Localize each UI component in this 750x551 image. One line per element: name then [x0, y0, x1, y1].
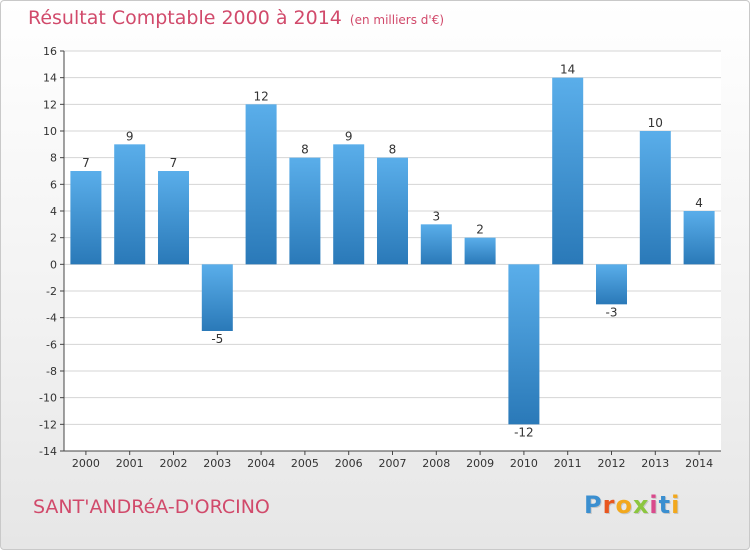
bar — [158, 171, 189, 265]
data-label: 3 — [432, 209, 440, 223]
bar — [333, 144, 365, 265]
y-tick-label: 0 — [50, 258, 57, 271]
y-tick-label: -4 — [46, 312, 57, 325]
x-tick-label: 2004 — [247, 457, 275, 470]
y-tick-label: 4 — [50, 205, 57, 218]
x-tick-label: 2005 — [291, 457, 319, 470]
data-label: 4 — [695, 196, 703, 210]
y-tick-label: 16 — [43, 45, 57, 58]
x-tick-label: 2007 — [379, 457, 407, 470]
x-tick-label: 2012 — [598, 457, 626, 470]
bar — [639, 131, 671, 265]
bar — [201, 264, 233, 331]
x-tick-label: 2014 — [685, 457, 713, 470]
proxiti-logo: Proxiti — [584, 491, 680, 519]
x-tick-label: 2008 — [422, 457, 450, 470]
bar — [114, 144, 146, 265]
brand-letter: o — [615, 491, 633, 519]
y-tick-label: -14 — [39, 445, 57, 458]
data-label: 12 — [253, 89, 268, 103]
bar — [683, 211, 715, 265]
y-tick-label: 2 — [50, 232, 57, 245]
x-tick-label: 2002 — [160, 457, 188, 470]
bar — [420, 224, 452, 265]
data-label: -5 — [211, 332, 223, 346]
bar — [245, 104, 277, 265]
y-tick-label: -8 — [46, 365, 57, 378]
x-tick-label: 2011 — [554, 457, 582, 470]
y-tick-label: -6 — [46, 338, 57, 351]
x-tick-label: 2000 — [72, 457, 100, 470]
chart-subtitle: (en milliers d'€) — [349, 13, 445, 27]
x-tick-label: 2013 — [641, 457, 669, 470]
x-tick-label: 2001 — [116, 457, 144, 470]
data-label: 8 — [389, 143, 397, 157]
bar — [289, 157, 321, 265]
brand-letter: i — [671, 491, 681, 519]
bar — [377, 157, 408, 265]
bar — [464, 237, 496, 265]
x-tick-label: 2003 — [203, 457, 231, 470]
y-tick-label: 8 — [50, 152, 57, 165]
data-label: 8 — [301, 143, 309, 157]
chart-title: Résultat Comptable 2000 à 2014 (en millie… — [28, 7, 444, 29]
brand-letter: r — [602, 491, 616, 519]
data-label: 10 — [648, 116, 663, 130]
data-label: 7 — [82, 156, 90, 170]
y-tick-label: -12 — [39, 418, 57, 431]
y-tick-label: 14 — [43, 72, 57, 85]
brand-letter: i — [649, 491, 659, 519]
commune-name: SANT'ANDRéA-D'ORCINO — [33, 496, 270, 518]
bar — [596, 264, 627, 305]
brand-letter: t — [658, 491, 672, 519]
y-tick-label: 12 — [43, 98, 57, 111]
data-label: -3 — [606, 305, 618, 319]
bar — [552, 77, 584, 265]
data-label: 9 — [345, 129, 353, 143]
bar — [508, 264, 540, 425]
y-tick-label: -10 — [39, 392, 57, 405]
data-label: 2 — [476, 223, 484, 237]
bar — [70, 171, 102, 265]
x-tick-label: 2010 — [510, 457, 538, 470]
data-label: 14 — [560, 63, 575, 77]
y-tick-label: -2 — [46, 285, 57, 298]
x-tick-label: 2009 — [466, 457, 494, 470]
y-tick-label: 10 — [43, 125, 57, 138]
data-label: 7 — [170, 156, 178, 170]
data-label: -12 — [514, 425, 534, 439]
brand-letter: P — [584, 491, 603, 519]
x-tick-label: 2006 — [335, 457, 363, 470]
y-tick-label: 6 — [50, 178, 57, 191]
title-text: Résultat Comptable 2000 à 2014 — [28, 7, 342, 29]
brand-letter: x — [632, 491, 650, 519]
data-label: 9 — [126, 129, 134, 143]
